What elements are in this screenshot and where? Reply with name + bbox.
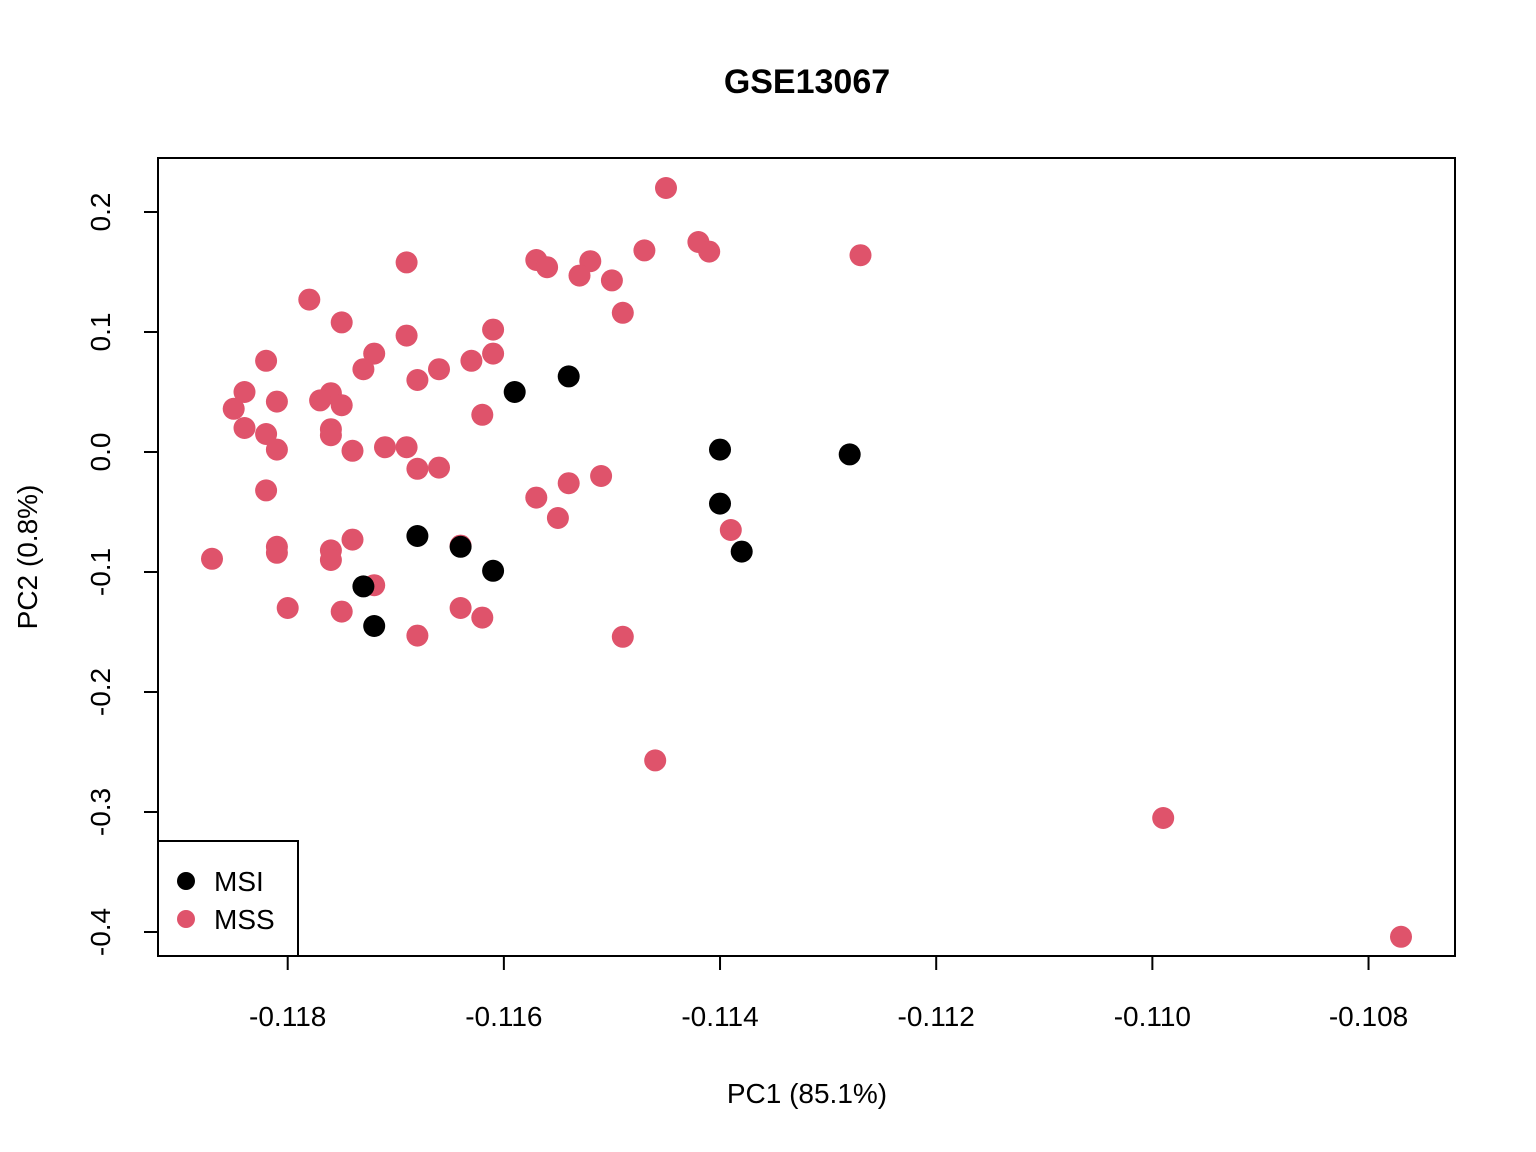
y-tick-label-5: -0.3 — [85, 788, 116, 836]
data-point-mss-2 — [698, 240, 721, 263]
data-point-mss-56 — [449, 597, 472, 619]
data-point-mss-60 — [644, 749, 667, 772]
data-point-mss-30 — [233, 417, 256, 439]
chart-title: GSE13067 — [724, 63, 890, 101]
data-point-mss-14 — [482, 318, 505, 341]
data-point-mss-29 — [471, 403, 494, 426]
data-point-mss-25 — [309, 389, 332, 412]
data-point-mss-23 — [233, 381, 256, 403]
data-point-mss-62 — [1390, 925, 1412, 948]
data-point-mss-17 — [482, 342, 505, 365]
y-tick-label-0: 0.2 — [85, 193, 116, 232]
y-axis: 0.2 0.1 0.0 -0.1 -0.2 -0.3 -0.4 — [85, 193, 159, 956]
x-tick-label-0: -0.118 — [249, 1001, 326, 1032]
data-point-mss-54 — [276, 597, 299, 619]
data-point-mss-28 — [222, 397, 245, 420]
x-tick-label-5: -0.108 — [1329, 1001, 1408, 1032]
legend: MSI MSS — [157, 840, 299, 957]
x-tick-label-4: -0.110 — [1114, 1001, 1191, 1032]
data-point-mss-18 — [460, 349, 483, 372]
legend-marker-mss — [177, 910, 195, 928]
data-point-mss-55 — [330, 600, 353, 623]
x-tick-label-2: -0.114 — [681, 1001, 758, 1032]
data-point-mss-35 — [395, 436, 418, 459]
data-point-msi-8 — [482, 559, 505, 582]
y-tick-label-3: -0.1 — [85, 548, 116, 596]
legend-marker-msi — [177, 872, 195, 890]
data-point-mss-41 — [557, 472, 580, 495]
data-point-mss-40 — [590, 465, 613, 487]
y-tick-label-6: -0.4 — [85, 908, 116, 956]
data-point-msi-2 — [709, 438, 731, 461]
data-point-msi-5 — [730, 540, 753, 563]
data-point-msi-9 — [352, 575, 375, 598]
y-axis-label: PC2 (0.8%) — [12, 485, 43, 630]
data-point-msi-6 — [406, 525, 429, 547]
data-point-mss-37 — [341, 439, 364, 462]
data-point-mss-22 — [406, 369, 429, 391]
data-point-msi-7 — [449, 535, 472, 558]
y-tick-label-2: 0.0 — [85, 433, 116, 472]
y-tick-label-1: 0.1 — [85, 313, 116, 352]
data-point-msi-3 — [838, 443, 861, 466]
data-point-mss-4 — [849, 244, 872, 267]
data-point-mss-34 — [374, 436, 396, 459]
legend-label-mss: MSS — [214, 904, 275, 935]
data-point-mss-38 — [406, 457, 429, 480]
data-point-msi-10 — [363, 615, 386, 637]
data-point-mss-59 — [611, 625, 634, 648]
data-point-mss-7 — [536, 256, 559, 279]
data-point-mss-58 — [406, 624, 429, 647]
data-point-mss-61 — [1152, 807, 1175, 829]
x-tick-label-1: -0.116 — [465, 1001, 542, 1032]
data-point-mss-52 — [201, 547, 223, 570]
data-point-mss-27 — [330, 394, 353, 417]
data-point-mss-13 — [330, 311, 353, 334]
data-point-mss-32 — [255, 423, 278, 445]
data-point-mss-45 — [719, 519, 742, 541]
data-point-mss-3 — [633, 239, 656, 262]
data-point-mss-49 — [265, 541, 288, 564]
data-point-mss-46 — [341, 528, 364, 551]
data-points — [201, 177, 1412, 948]
data-point-mss-57 — [471, 606, 494, 629]
data-point-mss-16 — [363, 342, 386, 365]
data-point-mss-51 — [319, 549, 342, 571]
data-point-msi-0 — [557, 365, 580, 388]
data-point-mss-43 — [525, 486, 548, 509]
data-point-mss-36 — [265, 438, 288, 461]
data-point-mss-26 — [265, 390, 288, 413]
data-point-mss-15 — [395, 324, 418, 347]
legend-box — [157, 840, 299, 957]
x-tick-label-3: -0.112 — [898, 1001, 975, 1032]
data-point-mss-12 — [611, 301, 634, 324]
data-point-mss-44 — [546, 507, 569, 529]
data-point-mss-0 — [655, 177, 677, 199]
data-point-mss-33 — [319, 424, 342, 447]
data-point-mss-39 — [428, 456, 450, 479]
data-point-mss-20 — [352, 358, 375, 381]
x-axis-label: PC1 (85.1%) — [727, 1078, 887, 1109]
data-point-mss-9 — [600, 269, 623, 292]
data-point-mss-42 — [255, 479, 278, 502]
plot-frame — [157, 157, 1456, 957]
data-point-mss-10 — [395, 251, 418, 274]
data-point-mss-19 — [255, 349, 278, 372]
data-point-mss-11 — [298, 288, 321, 311]
data-point-msi-4 — [709, 492, 731, 515]
data-point-msi-1 — [503, 381, 526, 403]
data-point-mss-8 — [568, 264, 591, 287]
y-tick-label-4: -0.2 — [85, 668, 116, 716]
legend-label-msi: MSI — [214, 866, 264, 897]
data-point-mss-21 — [428, 358, 450, 381]
x-axis: -0.118 -0.116 -0.114 -0.112 -0.110 -0.108 — [249, 955, 1408, 1032]
